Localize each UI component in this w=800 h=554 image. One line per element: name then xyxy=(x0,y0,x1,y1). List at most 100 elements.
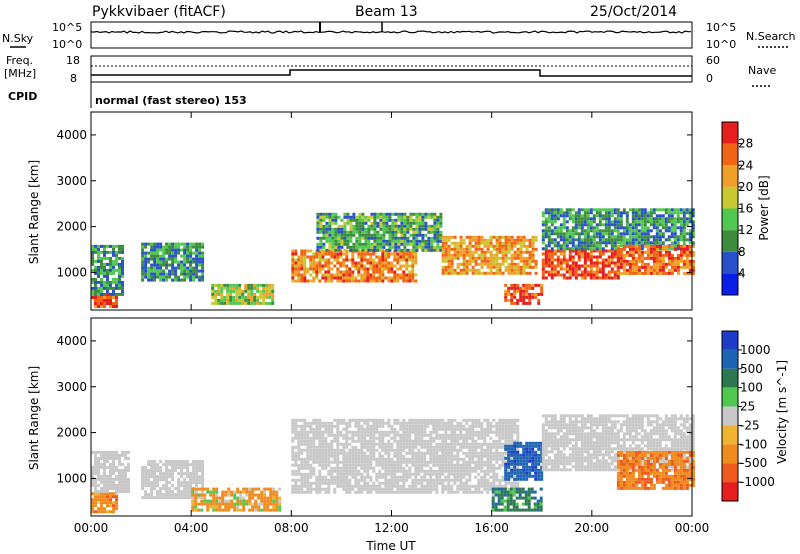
power-cell xyxy=(528,238,532,242)
velocity-cell xyxy=(357,463,361,467)
power-cell xyxy=(592,261,596,265)
power-cell xyxy=(324,252,328,256)
velocity-cell xyxy=(109,498,112,502)
power-cell xyxy=(358,221,362,225)
velocity-cell xyxy=(153,484,157,488)
power-cell xyxy=(379,221,383,225)
velocity-cell xyxy=(121,474,124,478)
power-cell xyxy=(319,239,323,243)
power-cell xyxy=(162,248,166,252)
power-cell xyxy=(348,279,352,283)
velocity-cell xyxy=(417,466,421,470)
velocity-cell xyxy=(480,478,484,482)
velocity-cell xyxy=(165,478,169,482)
power-cell xyxy=(247,292,251,296)
velocity-cell xyxy=(369,439,373,443)
velocity-cell xyxy=(297,430,301,434)
velocity-cell xyxy=(462,466,466,470)
power-cell xyxy=(388,218,392,222)
power-cell xyxy=(354,264,358,268)
power-cell xyxy=(652,265,656,269)
velocity-cell xyxy=(375,478,379,482)
velocity-cell xyxy=(321,481,325,485)
power-cell xyxy=(477,235,481,239)
power-cell xyxy=(403,242,407,246)
velocity-cell xyxy=(369,427,373,431)
velocity-cell xyxy=(477,418,481,422)
power-cell xyxy=(471,259,475,263)
power-cell xyxy=(337,245,341,249)
velocity-cell xyxy=(474,448,478,452)
power-cell xyxy=(303,273,307,277)
velocity-cell xyxy=(486,448,490,452)
power-cell xyxy=(610,267,614,271)
velocity-cell xyxy=(354,457,358,461)
velocity-cell xyxy=(369,448,373,452)
velocity-cell xyxy=(387,418,391,422)
power-cell xyxy=(670,226,674,230)
power-cell xyxy=(346,212,350,216)
power-cell xyxy=(361,248,365,252)
power-cell xyxy=(355,248,359,252)
power-cell xyxy=(553,229,557,233)
power-cell xyxy=(676,220,680,224)
velocity-cell xyxy=(297,418,301,422)
velocity-cell xyxy=(378,484,382,488)
power-cell xyxy=(297,267,301,271)
power-cell xyxy=(361,227,365,231)
power-cell xyxy=(291,273,295,277)
power-cell xyxy=(547,211,551,215)
power-cell xyxy=(382,230,386,234)
power-cell xyxy=(691,259,695,263)
power-cell xyxy=(385,221,389,225)
velocity-cell xyxy=(387,448,391,452)
velocity-cell xyxy=(474,421,478,425)
power-cell xyxy=(604,220,608,224)
velocity-cell xyxy=(144,496,148,500)
velocity-cell xyxy=(127,450,130,454)
power-cell xyxy=(91,268,94,272)
power-cell xyxy=(510,259,514,263)
velocity-cell xyxy=(345,454,349,458)
power-cell xyxy=(619,235,623,239)
velocity-cell xyxy=(363,478,367,482)
power-cell xyxy=(631,268,635,272)
power-cell xyxy=(673,238,677,242)
power-cell xyxy=(589,267,593,271)
power-cell xyxy=(118,292,121,296)
power-cell xyxy=(574,211,578,215)
power-cell xyxy=(394,212,398,216)
power-cell xyxy=(217,286,221,290)
velocity-cell xyxy=(360,436,364,440)
velocity-cell xyxy=(315,487,319,491)
power-cell xyxy=(658,256,662,260)
power-cell xyxy=(504,241,508,245)
power-cell xyxy=(450,262,454,266)
power-cell xyxy=(153,266,157,270)
power-cell xyxy=(673,235,677,239)
velocity-cell xyxy=(447,418,451,422)
power-cell xyxy=(673,244,677,248)
power-cell xyxy=(673,247,677,251)
velocity-cell xyxy=(459,481,463,485)
velocity-cell xyxy=(396,430,400,434)
power-cell xyxy=(553,211,557,215)
power-cell xyxy=(121,289,124,293)
velocity-cell xyxy=(324,421,328,425)
velocity-cell xyxy=(375,442,379,446)
power-cell xyxy=(643,220,647,224)
power-cell xyxy=(682,253,686,257)
velocity-cell xyxy=(272,508,276,512)
velocity-cell xyxy=(483,481,487,485)
power-cell xyxy=(586,273,590,277)
power-cell xyxy=(415,242,419,246)
velocity-cell xyxy=(432,457,436,461)
velocity-cell xyxy=(97,468,100,472)
velocity-cell xyxy=(447,448,451,452)
velocity-cell xyxy=(198,463,202,467)
power-cell xyxy=(661,232,665,236)
velocity-cell xyxy=(495,424,499,428)
power-cell xyxy=(640,271,644,275)
velocity-cell xyxy=(115,507,118,511)
power-cell xyxy=(375,264,379,268)
